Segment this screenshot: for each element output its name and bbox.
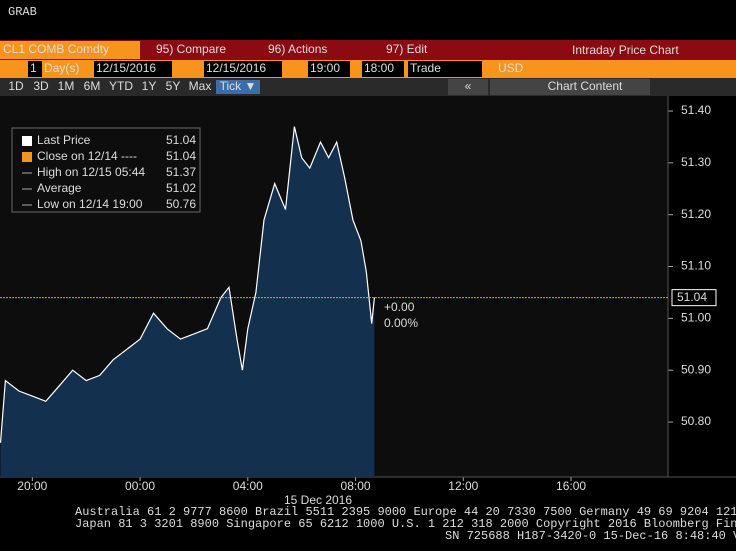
x-tick-label: 00:00 xyxy=(125,479,155,493)
period-tab-label[interactable]: 1M xyxy=(58,79,75,93)
period-tab[interactable] xyxy=(80,80,104,94)
legend-label: Close on 12/14 ---- xyxy=(37,149,137,163)
x-tick-label: 12:00 xyxy=(448,479,478,493)
period-tab-label[interactable]: Tick ▼ xyxy=(220,79,257,93)
toolbar-button-label[interactable]: 96) Actions xyxy=(268,42,327,56)
period-tab[interactable] xyxy=(30,80,52,94)
legend-value: 50.76 xyxy=(166,197,196,211)
change-label: +0.00 xyxy=(384,300,415,314)
y-tick-label: 51.10 xyxy=(681,259,711,273)
settings-count[interactable]: 1 xyxy=(30,61,37,75)
footer-line: Australia 61 2 9777 8600 Brazil 5511 239… xyxy=(75,505,736,519)
period-tab[interactable] xyxy=(54,80,78,94)
settings-field[interactable] xyxy=(362,61,404,77)
legend-label: Low on 12/14 19:00 xyxy=(37,197,143,211)
settings-unit[interactable]: Day(s) xyxy=(44,61,79,75)
x-tick-label: 16:00 xyxy=(556,479,586,493)
settings-field[interactable]: Trade xyxy=(410,61,441,75)
period-tab[interactable] xyxy=(216,80,260,94)
settings-from-time[interactable]: 19:00 xyxy=(310,61,340,75)
footer-line: Japan 81 3 3201 8900 Singapore 65 6212 1… xyxy=(75,517,736,531)
footer-line: SN 725688 H187-3420-0 15-Dec-16 8:48:40 … xyxy=(445,529,736,543)
period-tab-label[interactable]: 3D xyxy=(33,79,49,93)
x-tick-label: 20:00 xyxy=(17,479,47,493)
period-tab[interactable] xyxy=(106,80,136,94)
close-label-box xyxy=(671,289,717,307)
settings-field[interactable] xyxy=(496,61,530,77)
legend-value: 51.02 xyxy=(166,181,196,195)
toolbar-button-label[interactable]: 97) Edit xyxy=(386,42,428,56)
period-tab-label[interactable]: 5Y xyxy=(166,79,181,93)
y-tick-label: 51.00 xyxy=(681,311,711,325)
period-tab-label[interactable]: 6M xyxy=(84,79,101,93)
toolbar-button[interactable] xyxy=(150,42,250,58)
period-tab-label[interactable]: YTD xyxy=(109,79,133,93)
period-tab-label[interactable]: 1D xyxy=(8,79,24,93)
y-tick-label: 51.30 xyxy=(681,155,711,169)
period-tab[interactable] xyxy=(186,80,214,94)
legend-label: High on 12/15 05:44 xyxy=(37,165,145,179)
security-field[interactable] xyxy=(0,41,140,59)
x-axis-label: 15 Dec 2016 xyxy=(284,493,352,507)
legend-value: 51.37 xyxy=(166,165,196,179)
toolbar-button[interactable] xyxy=(380,42,480,58)
screen-title: GRAB xyxy=(8,5,37,19)
period-tab-label[interactable]: 1Y xyxy=(142,79,157,93)
legend-label: Average xyxy=(37,181,82,195)
view-title: Intraday Price Chart xyxy=(572,43,679,57)
x-tick-label: 08:00 xyxy=(341,479,371,493)
settings-field[interactable] xyxy=(94,61,172,77)
security: CL1 COMB Comdty xyxy=(3,42,109,56)
period-tab[interactable] xyxy=(4,80,28,94)
period-tab[interactable] xyxy=(162,80,184,94)
toolbar-button-label[interactable]: 95) Compare xyxy=(156,42,226,56)
settings-to-time[interactable]: 18:00 xyxy=(364,61,394,75)
chart-content-button[interactable] xyxy=(490,79,650,95)
toolbar-button[interactable] xyxy=(262,42,362,58)
settings-from-date[interactable]: 12/15/2016 xyxy=(96,61,156,75)
y-tick-label: 51.40 xyxy=(681,103,711,117)
settings-currency[interactable]: USD xyxy=(498,61,524,75)
period-tab[interactable] xyxy=(138,80,160,94)
settings-field[interactable] xyxy=(28,61,42,77)
close-label: 51.04 xyxy=(677,290,707,304)
settings-field[interactable] xyxy=(408,61,482,77)
settings-field[interactable] xyxy=(42,61,92,77)
x-tick-label: 04:00 xyxy=(233,479,263,493)
y-tick-label: 50.80 xyxy=(681,414,711,428)
settings-field[interactable] xyxy=(308,61,350,77)
legend-swatch xyxy=(22,152,32,162)
period-tab-label[interactable]: Max xyxy=(189,79,212,93)
collapse[interactable]: « xyxy=(465,79,472,93)
area-fill xyxy=(0,126,375,477)
legend-swatch xyxy=(22,136,32,146)
y-tick-label: 50.90 xyxy=(681,362,711,376)
y-tick-label: 51.20 xyxy=(681,207,711,221)
collapse-button[interactable] xyxy=(448,79,488,95)
legend-box xyxy=(11,127,201,213)
legend-label: Last Price xyxy=(37,133,91,147)
price-line xyxy=(0,126,375,443)
settings-to-date[interactable]: 12/15/2016 xyxy=(206,61,266,75)
legend-value: 51.04 xyxy=(166,133,196,147)
settings-field[interactable] xyxy=(204,61,282,77)
change-pct-label: 0.00% xyxy=(384,316,418,330)
chart-content[interactable]: Chart Content xyxy=(548,79,623,93)
legend-value: 51.04 xyxy=(166,149,196,163)
